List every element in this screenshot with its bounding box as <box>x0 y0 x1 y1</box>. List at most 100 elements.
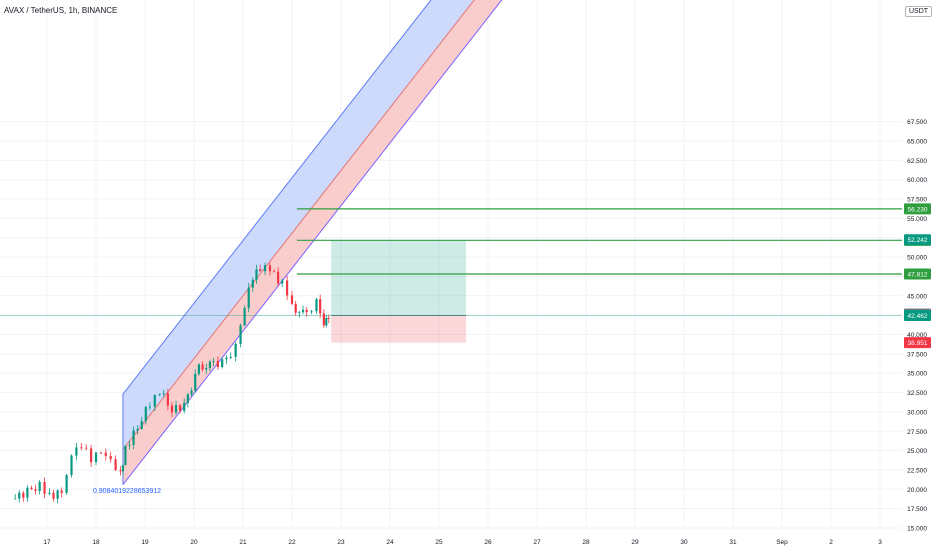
candle[interactable] <box>243 308 246 326</box>
candle[interactable] <box>18 492 21 499</box>
candle[interactable] <box>225 357 228 360</box>
candle[interactable] <box>229 356 232 358</box>
candle[interactable] <box>277 271 280 284</box>
candle[interactable] <box>294 303 297 313</box>
position-loss-zone[interactable] <box>331 315 466 343</box>
candle[interactable] <box>22 492 25 498</box>
channel-bottom-line[interactable] <box>122 0 527 485</box>
y-tick-label: 30.000 <box>907 409 927 416</box>
candle[interactable] <box>201 364 204 370</box>
candle[interactable] <box>208 361 212 369</box>
candle[interactable] <box>136 428 139 431</box>
candle[interactable] <box>174 405 178 413</box>
channel-top-line[interactable] <box>122 0 527 395</box>
candle[interactable] <box>315 299 318 312</box>
candle[interactable] <box>124 445 127 466</box>
y-tick-label: 57.500 <box>907 197 927 204</box>
candle[interactable] <box>48 492 51 494</box>
candle[interactable] <box>94 452 98 463</box>
candle[interactable] <box>247 287 250 309</box>
candle[interactable] <box>140 421 143 429</box>
candle[interactable] <box>43 481 46 494</box>
candle[interactable] <box>56 490 59 499</box>
candle[interactable] <box>221 359 224 368</box>
candle[interactable] <box>190 390 193 395</box>
candle[interactable] <box>104 452 107 456</box>
candle[interactable] <box>38 481 41 491</box>
candle[interactable] <box>319 299 322 314</box>
candle[interactable] <box>272 271 276 273</box>
candle[interactable] <box>290 295 294 304</box>
candle[interactable] <box>70 455 73 476</box>
candle[interactable] <box>80 447 83 449</box>
candle[interactable] <box>85 447 88 449</box>
y-tick-label: 22.500 <box>907 467 927 474</box>
candle[interactable] <box>14 498 17 500</box>
candle[interactable] <box>179 405 182 411</box>
candle[interactable] <box>170 405 174 413</box>
candle[interactable] <box>310 311 313 313</box>
candle[interactable] <box>99 452 102 454</box>
candle[interactable] <box>109 455 112 460</box>
channel-mid-line[interactable] <box>122 0 527 450</box>
candle[interactable] <box>322 313 325 326</box>
candle[interactable] <box>166 393 169 406</box>
candle[interactable] <box>158 394 161 395</box>
x-tick-label: 24 <box>386 539 394 546</box>
candle[interactable] <box>26 487 29 498</box>
y-tick-label: 17.500 <box>907 506 927 513</box>
candle[interactable] <box>298 312 301 313</box>
candle[interactable] <box>205 368 208 370</box>
candle[interactable] <box>234 343 237 357</box>
candle[interactable] <box>325 318 328 326</box>
chart-title: AVAX / TetherUS, 1h, BINANCE <box>4 6 118 15</box>
candle[interactable] <box>301 309 305 313</box>
candle[interactable] <box>90 448 93 463</box>
candle[interactable] <box>60 490 63 493</box>
candle[interactable] <box>327 318 330 319</box>
candle[interactable] <box>52 492 55 499</box>
y-tick-label: 65.000 <box>907 139 927 146</box>
candle[interactable] <box>148 406 151 408</box>
x-tick-label: 30 <box>680 539 688 546</box>
x-tick-label: 31 <box>729 539 737 546</box>
candle[interactable] <box>34 489 37 491</box>
x-tick-label: 26 <box>484 539 492 546</box>
candle[interactable] <box>65 475 68 493</box>
candle[interactable] <box>255 269 258 280</box>
candle[interactable] <box>194 373 197 391</box>
x-tick-label: 19 <box>141 539 149 546</box>
candle[interactable] <box>114 459 117 471</box>
x-tick-label: 2 <box>829 539 833 546</box>
candle[interactable] <box>286 280 289 296</box>
candle[interactable] <box>30 487 33 490</box>
candle[interactable] <box>183 402 186 411</box>
candle[interactable] <box>239 325 242 344</box>
y-tick-label: 50.000 <box>907 255 927 262</box>
candle[interactable] <box>263 265 267 272</box>
candle[interactable] <box>186 394 189 403</box>
candle[interactable] <box>121 465 125 472</box>
candle[interactable] <box>197 364 200 374</box>
candle[interactable] <box>251 279 254 288</box>
candle[interactable] <box>268 265 272 272</box>
x-tick-label: 3 <box>878 539 882 546</box>
candle[interactable] <box>259 269 262 272</box>
candle[interactable] <box>281 280 284 284</box>
candle[interactable] <box>144 406 147 422</box>
candle[interactable] <box>162 393 165 395</box>
candle[interactable] <box>305 309 308 313</box>
candle[interactable] <box>75 447 78 456</box>
candle[interactable] <box>128 444 131 446</box>
candle[interactable] <box>119 470 122 472</box>
position-profit-zone[interactable] <box>331 240 466 316</box>
price-label-badge <box>904 203 931 215</box>
currency-selector[interactable]: USDT <box>905 6 932 17</box>
candle[interactable] <box>216 361 219 368</box>
y-tick-label: 32.500 <box>907 390 927 397</box>
candle[interactable] <box>132 430 135 445</box>
candle[interactable] <box>212 361 215 362</box>
candle[interactable] <box>153 394 156 407</box>
